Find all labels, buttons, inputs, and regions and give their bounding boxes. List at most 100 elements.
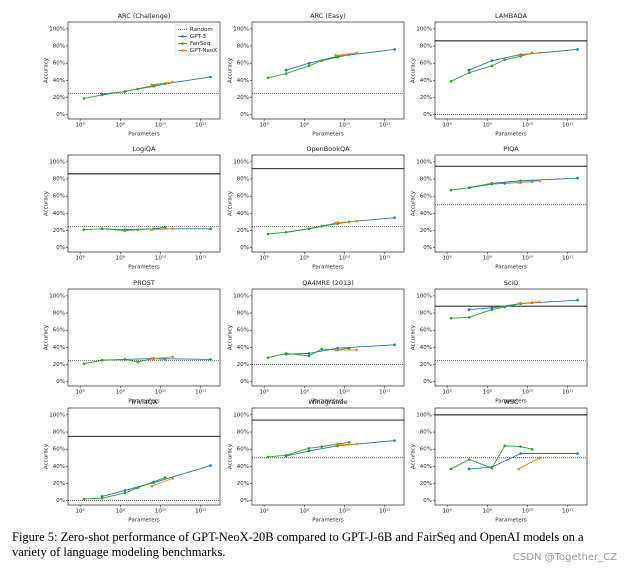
y-tick-label: 40%: [53, 211, 65, 217]
series-line: [151, 81, 173, 86]
data-point: [393, 439, 396, 442]
x-axis-label: Parameters: [128, 132, 160, 138]
y-axis-label: Accuracy: [228, 324, 234, 350]
x-tick-label: 10¹⁰: [339, 122, 351, 129]
series-line: [285, 440, 395, 457]
plot-frame: [251, 21, 405, 120]
x-tick-label: 10⁹: [116, 122, 125, 129]
data-point: [150, 484, 153, 488]
data-point: [517, 467, 520, 471]
x-tick-label: 10¹¹: [562, 508, 573, 515]
y-tick-label: 80%: [53, 177, 65, 183]
series-line: [468, 177, 578, 189]
data-point: [576, 48, 579, 51]
chart-title: SciQ: [504, 279, 519, 287]
x-tick-label: 10¹⁰: [339, 508, 351, 515]
chart-grid: ARC (Challenge) Parameters Accuracy 0% 20% 40…: [44, 12, 588, 524]
data-point: [150, 83, 153, 86]
chart-title: LAMBADA: [495, 12, 528, 20]
plot-frame: [67, 21, 221, 120]
data-point: [307, 61, 311, 65]
chart-title: PROST: [133, 279, 155, 287]
x-tick-label: 10⁸: [76, 389, 86, 396]
data-point: [266, 455, 270, 459]
y-tick-label: 100%: [416, 293, 432, 299]
x-tick-label: 10⁹: [483, 122, 492, 129]
y-tick-label: 100%: [416, 26, 432, 32]
y-tick-label: 40%: [53, 78, 65, 84]
data-point: [307, 227, 311, 231]
x-tick-label: 10⁸: [443, 508, 453, 515]
data-point: [307, 64, 311, 68]
y-tick-label: 60%: [420, 328, 432, 334]
data-point: [347, 346, 351, 350]
y-axis-label: Accuracy: [411, 190, 417, 216]
y-tick-label: 100%: [233, 159, 249, 165]
y-tick-label: 100%: [49, 293, 65, 299]
y-tick-label: 0%: [240, 379, 249, 385]
x-tick-label: 10⁸: [76, 255, 86, 262]
y-axis-label: Accuracy: [228, 443, 234, 469]
x-axis-label: Parameters: [495, 399, 527, 405]
data-point: [209, 358, 212, 361]
data-point: [266, 76, 270, 80]
y-tick-label: 0%: [56, 112, 65, 118]
series-line: [335, 220, 357, 224]
plot-frame: [251, 154, 405, 253]
y-tick-label: 20%: [420, 481, 432, 487]
x-tick-label: 10⁹: [300, 122, 309, 129]
legend-marker: [181, 35, 184, 38]
series-line: [83, 226, 166, 231]
x-tick-label: 10¹⁰: [339, 255, 351, 262]
legend-marker: [181, 42, 184, 45]
data-point: [307, 352, 311, 355]
y-tick-label: 60%: [53, 328, 65, 334]
data-point: [100, 227, 104, 231]
x-axis-label: Parameters: [495, 132, 527, 138]
y-axis-label: Accuracy: [228, 57, 234, 83]
x-tick-label: 10¹¹: [195, 122, 206, 129]
x-tick-label: 10⁸: [76, 508, 86, 515]
x-tick-label: 10⁸: [260, 389, 270, 396]
data-point: [519, 445, 522, 448]
x-axis-label: Parameters: [312, 265, 344, 271]
series-line: [151, 477, 173, 487]
data-point: [530, 447, 534, 451]
y-tick-label: 100%: [49, 159, 65, 165]
x-axis-label: Parameters: [312, 399, 344, 405]
chart-title: ARC (Easy): [310, 12, 346, 20]
data-point: [347, 441, 351, 444]
x-tick-label: 10⁹: [116, 508, 125, 515]
data-point: [576, 176, 579, 180]
plot-frame: [434, 288, 588, 387]
data-point: [82, 497, 86, 501]
caption: Figure 5: Zero-shot performance of GPT-N…: [12, 530, 584, 559]
y-tick-label: 80%: [420, 430, 432, 436]
y-tick-label: 20%: [237, 481, 249, 487]
data-point: [467, 68, 471, 72]
data-point: [576, 298, 579, 302]
data-point: [538, 300, 541, 304]
data-point: [284, 453, 288, 457]
y-tick-label: 60%: [53, 447, 65, 453]
x-tick-label: 10⁸: [443, 389, 453, 396]
series-line: [267, 221, 350, 235]
data-point: [123, 491, 127, 495]
plot-frame: [434, 154, 588, 253]
x-tick-label: 10⁸: [260, 508, 270, 515]
y-tick-label: 60%: [53, 194, 65, 200]
plot-frame: [67, 288, 221, 387]
y-tick-label: 100%: [416, 159, 432, 165]
data-point: [467, 316, 471, 319]
data-point: [490, 64, 494, 68]
x-tick-label: 10¹¹: [562, 389, 573, 396]
x-tick-label: 10¹¹: [379, 508, 390, 515]
x-tick-label: 10¹⁰: [522, 122, 534, 129]
y-tick-label: 0%: [423, 245, 432, 251]
y-tick-label: 0%: [423, 498, 432, 504]
data-point: [467, 71, 471, 74]
x-tick-label: 10¹¹: [195, 389, 206, 396]
data-point: [163, 476, 167, 479]
x-tick-label: 10¹¹: [379, 122, 390, 129]
x-tick-label: 10¹⁰: [522, 389, 534, 396]
